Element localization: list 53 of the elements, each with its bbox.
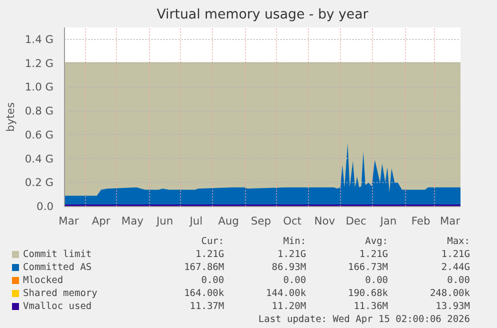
y-axis-title: bytes [4,102,17,132]
text: 144.00k [265,287,308,300]
text: 167.86M [183,261,226,274]
y-tick-label: 1.4 G [24,32,54,46]
x-tick-label: Mar [58,214,80,228]
text: 1.21G [440,248,471,261]
x-tick-label: Feb [411,214,430,228]
text: 1.21G [276,248,308,261]
x-tick-label: Jul [188,214,203,228]
text: 0.00 [282,274,308,287]
text: 86.93M [270,261,308,274]
x-tick-label: Dec [346,214,366,228]
legend-label: Shared memory [22,287,98,300]
y-tick-label: 1.0 G [24,80,54,94]
text: Avg: [364,235,390,248]
text: 11.37M [188,300,226,313]
text: 11.20M [270,300,308,313]
text: 164.00k [183,287,226,300]
y-tick-label: 1.2 G [24,56,54,70]
text: 248.00k [428,287,471,300]
x-tick-label: Aug [218,214,239,228]
chart-title: Virtual memory usage - by year [156,8,369,22]
y-tick-label: 0.4 G [24,152,54,166]
x-tick-label: Jan [379,214,397,228]
text: 1.21G [194,248,226,261]
text: Cur: [200,235,226,248]
x-tick-label: Mar [440,214,461,228]
legend-label: Committed AS [22,261,93,274]
y-tick-label: 0.2 G [24,176,54,190]
text: 0.00 [364,274,390,287]
x-tick-label: Nov [314,214,336,228]
legend-label: Mlocked [22,274,64,287]
text: 1.21G [358,248,390,261]
text: 2.44G [440,261,471,274]
text: 190.68k [346,287,390,300]
text: 13.93M [434,300,471,313]
text: 0.00 [200,274,226,287]
legend-label: Vmalloc used [22,300,93,313]
y-tick-label: 0.6 G [24,128,54,142]
x-tick-label: May [121,214,144,228]
text: Last update: Wed Apr 15 02:00:06 2026 [257,313,471,326]
y-tick-label: 0.0 [36,200,54,213]
text: 11.36M [352,300,390,313]
x-tick-label: Sep [250,214,272,228]
text: Max: [446,235,471,248]
y-tick-label: 0.8 G [24,104,54,118]
x-tick-label: Apr [92,214,111,228]
text: 166.73M [346,261,390,274]
text: 0.00 [446,274,471,287]
x-tick-label: Jun [155,214,174,228]
text: Min: [282,235,308,248]
x-tick-label: Oct [283,214,302,228]
legend-label: Commit limit [22,248,93,261]
